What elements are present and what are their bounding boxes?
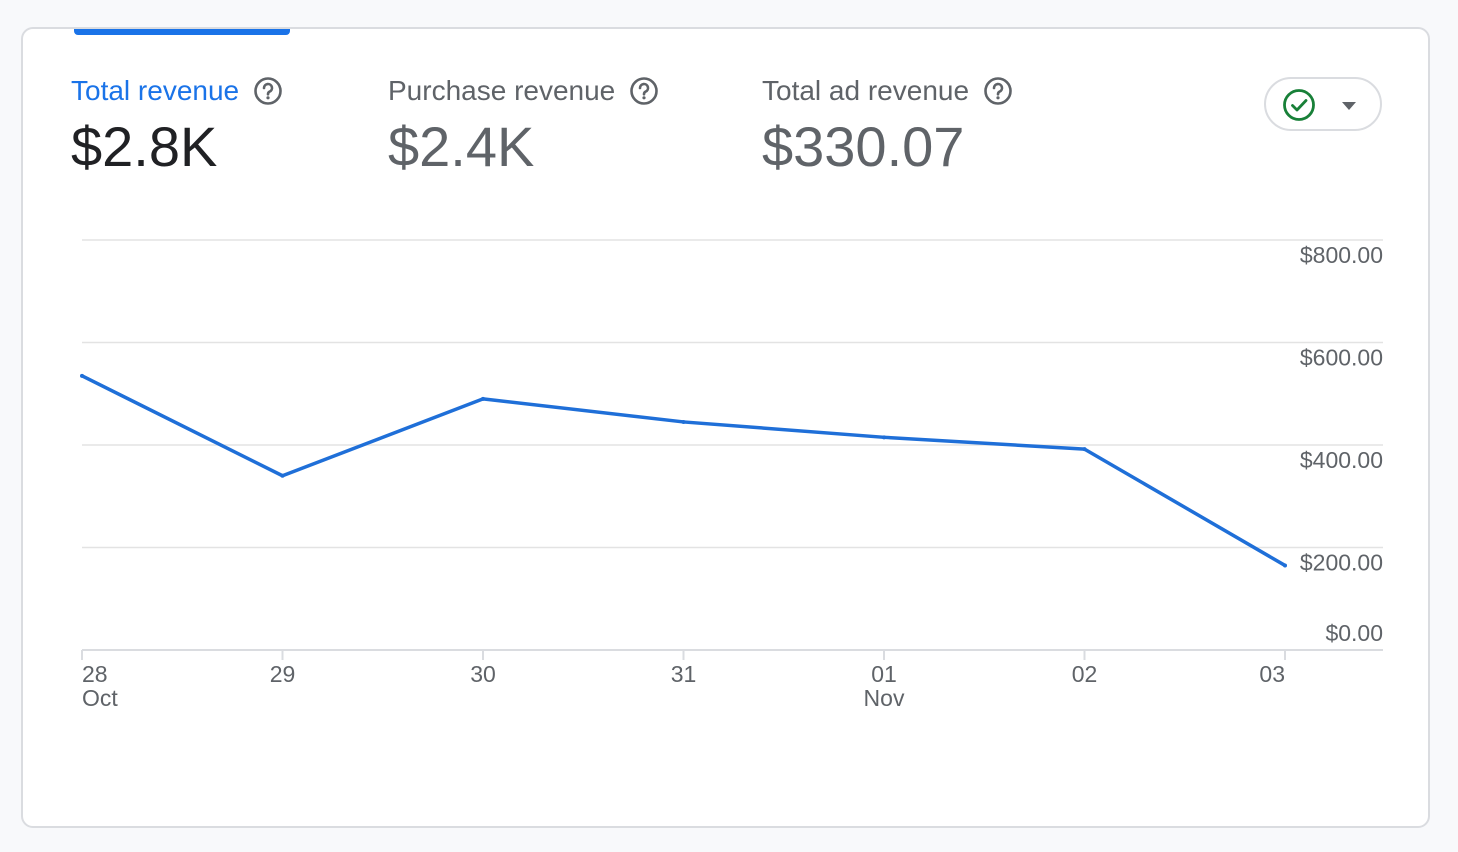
metric-value: $330.07 xyxy=(762,115,965,178)
data-point[interactable] xyxy=(1082,447,1087,452)
metric-tab-total-ad-revenue[interactable]: Total ad revenue $330.07 xyxy=(762,73,1013,179)
y-tick-label: $200.00 xyxy=(1300,550,1383,576)
active-tab-indicator xyxy=(74,29,290,35)
x-tick-label: 29 xyxy=(270,661,296,687)
x-tick-label: 31 xyxy=(671,661,697,687)
metric-label: Total revenue xyxy=(71,75,240,106)
x-tick-label: 28 xyxy=(82,661,108,687)
data-point[interactable] xyxy=(481,396,485,401)
help-circle-icon[interactable] xyxy=(253,76,283,106)
data-quality-dropdown-button[interactable] xyxy=(1264,77,1382,131)
revenue-card: Total revenue $2.8K Purchase revenue xyxy=(21,27,1430,828)
data-point[interactable] xyxy=(882,435,886,440)
data-point[interactable] xyxy=(280,473,285,478)
data-point[interactable] xyxy=(1283,563,1287,568)
series-line[interactable] xyxy=(80,374,1287,568)
metric-label: Purchase revenue xyxy=(388,75,616,106)
data-point[interactable] xyxy=(80,373,84,378)
x-tick-label: 02 xyxy=(1072,661,1098,687)
metric-tab-purchase-revenue[interactable]: Purchase revenue $2.4K xyxy=(388,73,659,179)
y-tick-label: $800.00 xyxy=(1300,242,1383,268)
help-circle-icon[interactable] xyxy=(629,76,659,106)
x-tick-label: 30 xyxy=(470,661,496,687)
y-tick-label: $400.00 xyxy=(1300,447,1383,473)
metric-label: Total ad revenue xyxy=(762,75,970,106)
check-circle-icon xyxy=(1282,88,1316,122)
x-tick-month-label: Nov xyxy=(864,685,905,711)
metric-value: $2.4K xyxy=(388,115,535,178)
y-tick-label: $0.00 xyxy=(1325,620,1383,646)
x-tick-label: 01 xyxy=(871,661,897,687)
help-circle-icon[interactable] xyxy=(983,76,1013,106)
metric-value: $2.8K xyxy=(71,115,218,178)
y-tick-label: $600.00 xyxy=(1300,345,1383,371)
caret-down-icon xyxy=(1340,99,1358,111)
data-point[interactable] xyxy=(681,419,686,424)
x-tick-label: 03 xyxy=(1259,661,1285,687)
metric-tab-total-revenue[interactable]: Total revenue $2.8K xyxy=(71,73,283,179)
x-tick-month-label: Oct xyxy=(82,685,118,711)
